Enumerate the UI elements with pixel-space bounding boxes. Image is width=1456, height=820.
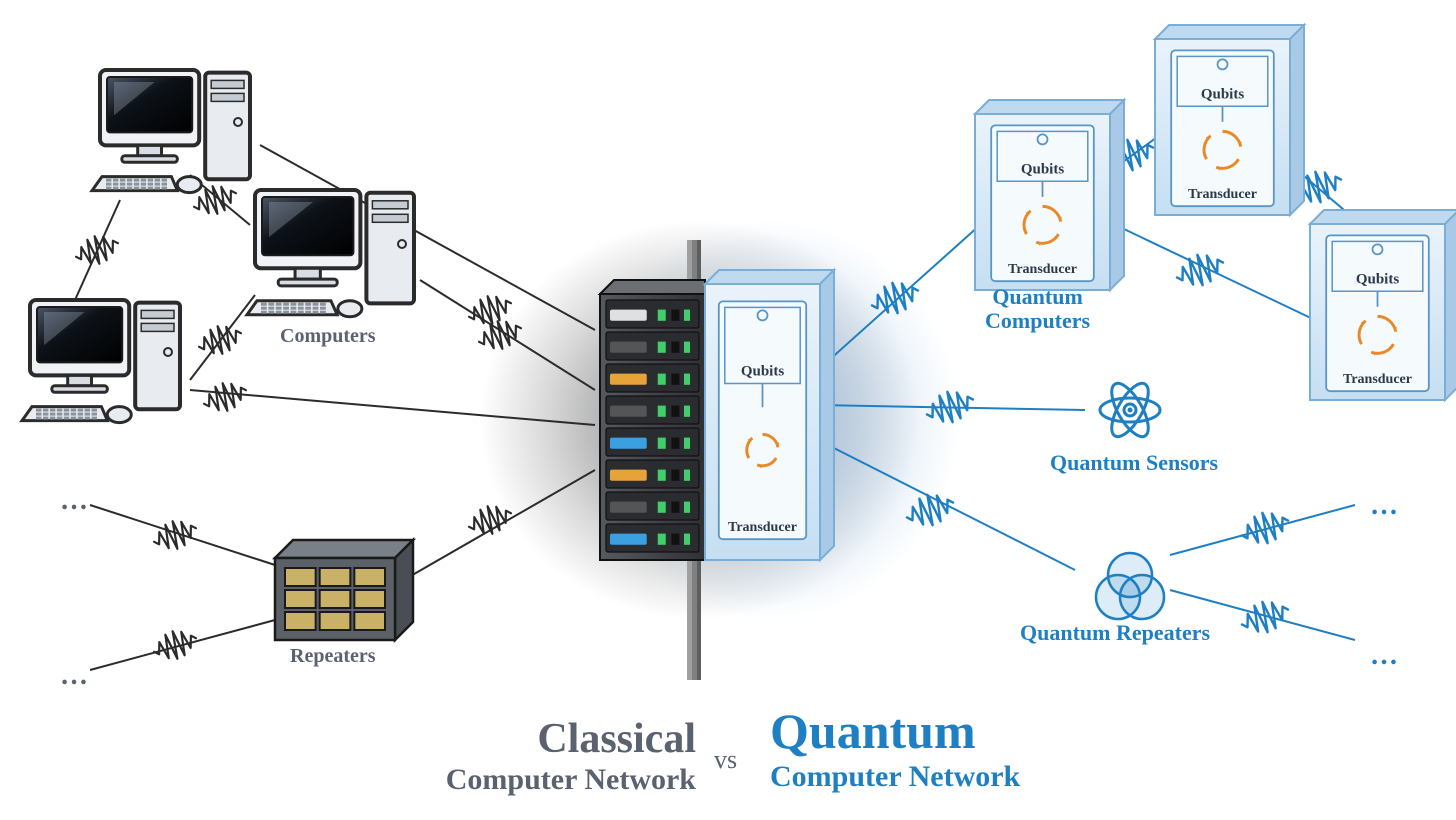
diagram-canvas: Qubits Transducer Qubits Transducer Qubits… bbox=[0, 0, 1456, 820]
computer-icon bbox=[247, 190, 414, 317]
quantum-sensors-label: Quantum Sensors bbox=[1050, 450, 1218, 476]
ellipsis: … bbox=[1370, 490, 1398, 522]
svg-text:Qubits: Qubits bbox=[741, 363, 785, 379]
svg-text:Qubits: Qubits bbox=[1021, 161, 1065, 177]
quantum-title: Quantum Computer Network bbox=[770, 702, 1020, 794]
svg-text:Qubits: Qubits bbox=[1356, 271, 1400, 287]
quantum-computer-icon: Qubits Transducer bbox=[1155, 25, 1304, 215]
ellipsis: … bbox=[60, 660, 88, 692]
classical-title: Classical Computer Network bbox=[446, 715, 696, 797]
svg-text:Transducer: Transducer bbox=[1008, 262, 1077, 277]
svg-text:Transducer: Transducer bbox=[1343, 372, 1412, 387]
quantum-computer-icon: Qubits Transducer bbox=[1310, 210, 1456, 400]
svg-text:Transducer: Transducer bbox=[1188, 187, 1257, 202]
computer-icon bbox=[22, 300, 180, 423]
vs-label: vs bbox=[714, 745, 737, 775]
ellipsis: … bbox=[60, 485, 88, 517]
server-rack-icon bbox=[600, 280, 705, 560]
svg-text:Qubits: Qubits bbox=[1201, 86, 1245, 102]
repeaters-label: Repeaters bbox=[290, 645, 376, 668]
svg-text:Transducer: Transducer bbox=[728, 520, 797, 535]
quantum-computers-label: Quantum Computers bbox=[985, 285, 1090, 333]
computer-icon bbox=[92, 70, 250, 193]
quantum-computer-icon: Qubits Transducer bbox=[975, 100, 1124, 290]
quantum-hub-icon: Qubits Transducer bbox=[705, 270, 834, 560]
quantum-repeaters-label: Quantum Repeaters bbox=[1020, 620, 1210, 646]
atom-icon bbox=[1100, 378, 1160, 442]
ellipsis: … bbox=[1370, 640, 1398, 672]
computers-label: Computers bbox=[280, 325, 376, 348]
venn-icon bbox=[1096, 553, 1164, 619]
repeater-icon bbox=[275, 540, 413, 640]
